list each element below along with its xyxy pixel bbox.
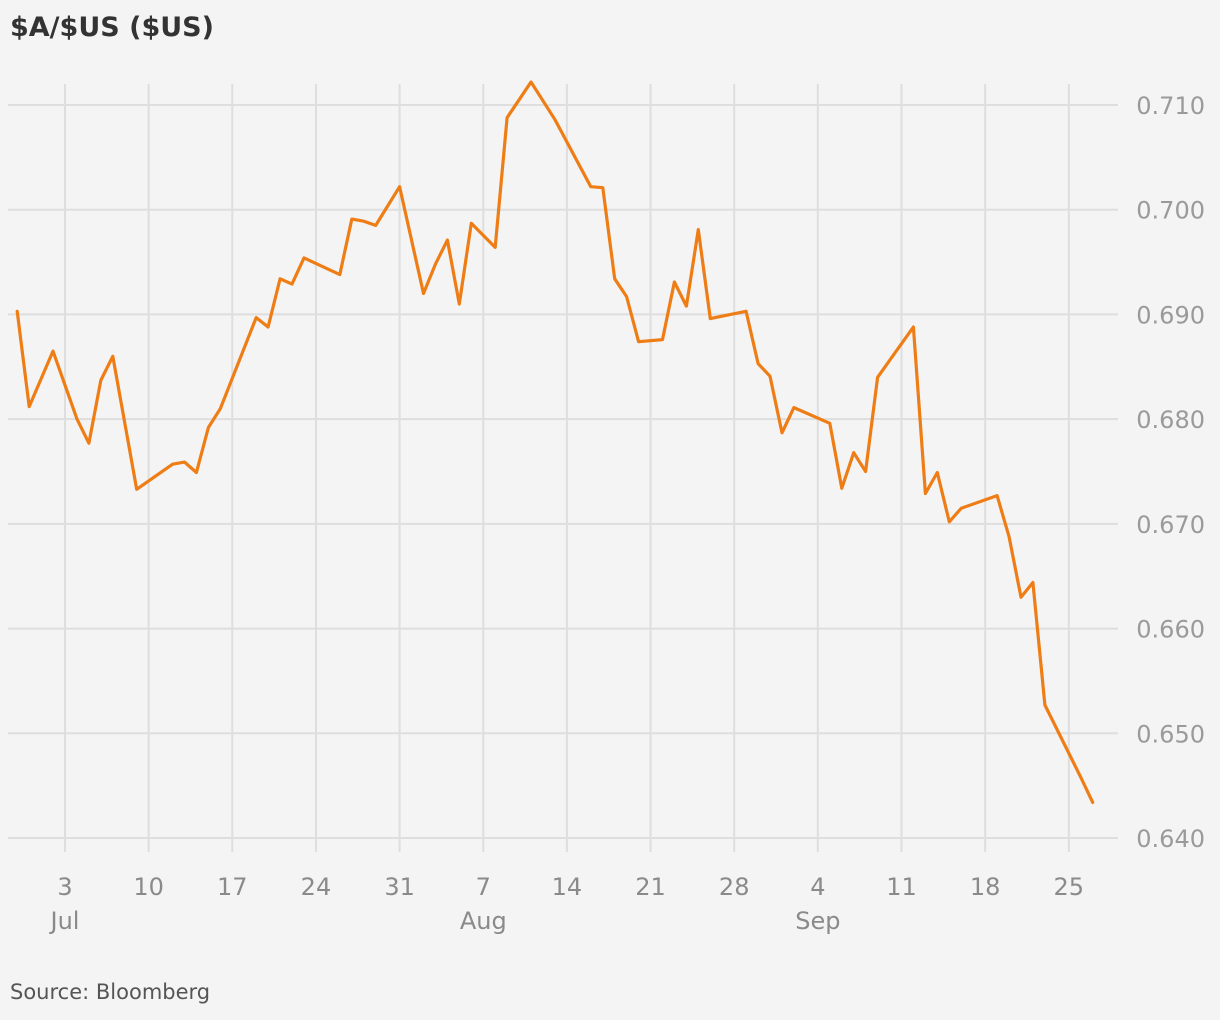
source-note: Source: Bloomberg <box>10 980 211 1004</box>
x-tick-label: 14 <box>552 873 583 901</box>
x-tick-label: 31 <box>384 873 415 901</box>
series-line <box>15 80 1095 805</box>
x-month-label: Sep <box>795 907 840 935</box>
vertical-gridlines <box>64 84 1070 852</box>
y-tick-label: 0.640 <box>1136 825 1205 853</box>
y-tick-label: 0.710 <box>1136 92 1205 120</box>
line-chart: 0.640 0.650 0.660 0.670 0.680 0.690 0.700 0.710… <box>8 80 1205 935</box>
y-tick-label: 0.700 <box>1136 197 1205 225</box>
x-tick-label: 24 <box>301 873 332 901</box>
x-axis-labels: 3 Jul 10 17 24 31 7 Aug 14 21 28 4 Sep 11 18 25 <box>49 873 1085 935</box>
x-tick-label: 17 <box>217 873 248 901</box>
x-tick-label: 21 <box>635 873 666 901</box>
x-tick-label: 7 <box>476 873 491 901</box>
x-month-label: Jul <box>49 907 80 935</box>
x-tick-label: 18 <box>970 873 1001 901</box>
x-tick-label: 3 <box>57 873 72 901</box>
x-tick-label: 25 <box>1054 873 1085 901</box>
y-tick-label: 0.660 <box>1136 616 1205 644</box>
x-month-label: Aug <box>460 907 507 935</box>
x-tick-label: 11 <box>886 873 917 901</box>
x-tick-label: 10 <box>133 873 164 901</box>
x-tick-label: 4 <box>810 873 825 901</box>
chart-title: $A/$US ($US) <box>10 12 214 43</box>
y-tick-label: 0.690 <box>1136 301 1205 329</box>
x-tick-label: 28 <box>719 873 750 901</box>
horizontal-gridlines <box>8 104 1118 839</box>
y-axis-labels: 0.640 0.650 0.660 0.670 0.680 0.690 0.700 0.710 <box>1136 92 1205 853</box>
y-tick-label: 0.650 <box>1136 720 1205 748</box>
y-tick-label: 0.680 <box>1136 406 1205 434</box>
y-tick-label: 0.670 <box>1136 511 1205 539</box>
series-group <box>15 80 1095 805</box>
